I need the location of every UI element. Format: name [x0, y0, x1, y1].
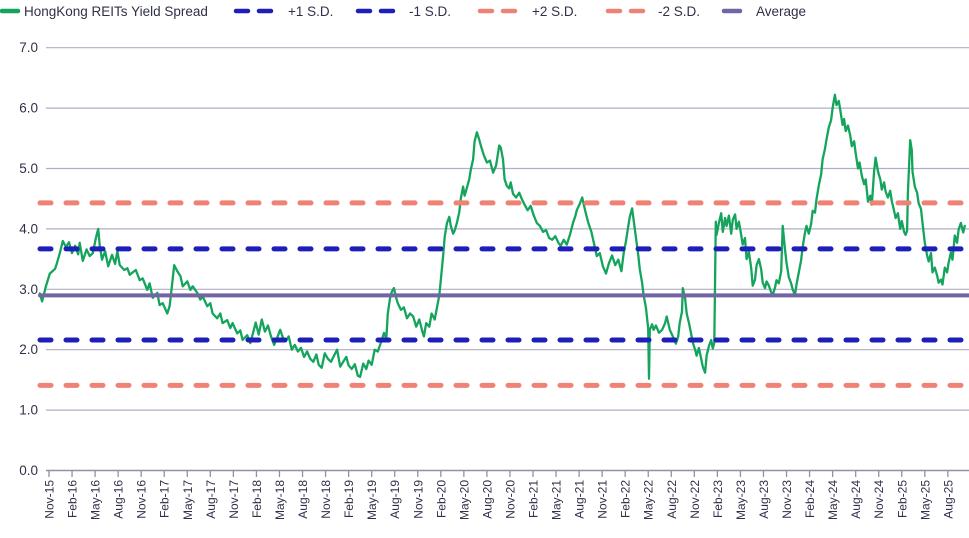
- y-tick-label: 1.0: [19, 403, 38, 418]
- x-tick-label: Feb-19: [342, 480, 356, 518]
- legend-label: +2 S.D.: [532, 4, 577, 19]
- legend-item-1: +1 S.D.: [233, 4, 333, 19]
- x-tick-label: Aug-21: [573, 480, 587, 519]
- x-tick-label: May-18: [273, 480, 287, 520]
- x-tick-label: Feb-18: [250, 480, 264, 518]
- x-tick-label: Aug-19: [388, 480, 402, 519]
- y-tick-label: 3.0: [19, 282, 38, 297]
- x-tick-label: May-20: [457, 480, 471, 520]
- x-tick-label: Nov-19: [411, 480, 425, 519]
- y-tick-label: 6.0: [19, 101, 38, 116]
- x-tick-label: Aug-17: [204, 480, 218, 519]
- legend-label: Average: [756, 4, 806, 19]
- x-tick-label: Feb-17: [158, 480, 172, 518]
- x-tick-label: May-22: [642, 480, 656, 520]
- x-tick-label: Nov-24: [872, 480, 886, 519]
- x-tick-label: Nov-16: [135, 480, 149, 519]
- x-tick-label: Aug-24: [849, 480, 863, 519]
- x-tick-label: Nov-20: [503, 480, 517, 519]
- legend: HongKong REITs Yield Spread +1 S.D. -1 S.D…: [0, 4, 806, 19]
- yield-spread-line: [38, 93, 966, 380]
- x-tick-label: Nov-21: [596, 480, 610, 519]
- x-tick-label: May-24: [826, 480, 840, 520]
- x-tick-label: Aug-16: [112, 480, 126, 519]
- x-tick-label: Feb-16: [66, 480, 80, 518]
- x-tick-label: May-17: [181, 480, 195, 520]
- legend-item-3: +2 S.D.: [477, 4, 577, 19]
- x-tick-label: Feb-24: [803, 480, 817, 518]
- y-tick-label: 7.0: [19, 40, 38, 55]
- x-tick-label: Aug-18: [296, 480, 310, 519]
- legend-label: -2 S.D.: [658, 4, 700, 19]
- legend-item-0: HongKong REITs Yield Spread: [0, 4, 208, 19]
- legend-label: HongKong REITs Yield Spread: [24, 4, 208, 19]
- x-tick-label: Aug-25: [941, 480, 955, 519]
- y-tick-label: 4.0: [19, 221, 38, 236]
- x-tick-label: Feb-20: [434, 480, 448, 518]
- x-tick-label: Aug-22: [665, 480, 679, 519]
- x-tick-label: Feb-25: [895, 480, 909, 518]
- x-tick-label: May-25: [918, 480, 932, 520]
- x-tick-label: Nov-17: [227, 480, 241, 519]
- x-axis: Nov-15 Feb-16 May-16 Aug-16 Nov-16 Feb-17 May-…: [43, 470, 955, 520]
- legend-label: -1 S.D.: [409, 4, 451, 19]
- x-tick-label: May-21: [550, 480, 564, 520]
- legend-label: +1 S.D.: [288, 4, 333, 19]
- x-tick-label: Nov-15: [43, 480, 57, 519]
- x-tick-label: Aug-23: [757, 480, 771, 519]
- y-tick-label: 2.0: [19, 342, 38, 357]
- x-tick-label: May-19: [365, 480, 379, 520]
- x-tick-label: May-23: [734, 480, 748, 520]
- x-tick-label: Aug-20: [480, 480, 494, 519]
- x-tick-label: Feb-21: [527, 480, 541, 518]
- grid: 0.0 1.0 2.0 3.0 4.0 5.0 6.0 7.0: [19, 40, 969, 478]
- y-tick-label: 5.0: [19, 161, 38, 176]
- y-tick-label: 0.0: [19, 463, 38, 478]
- x-tick-label: Nov-18: [319, 480, 333, 519]
- x-tick-label: Feb-22: [619, 480, 633, 518]
- x-tick-label: Nov-23: [780, 480, 794, 519]
- legend-item-4: -2 S.D.: [605, 4, 700, 19]
- x-tick-label: Nov-22: [688, 480, 702, 519]
- legend-item-5: Average: [721, 4, 806, 19]
- legend-item-2: -1 S.D.: [355, 4, 451, 19]
- x-tick-label: Feb-23: [711, 480, 725, 518]
- x-tick-label: May-16: [89, 480, 103, 520]
